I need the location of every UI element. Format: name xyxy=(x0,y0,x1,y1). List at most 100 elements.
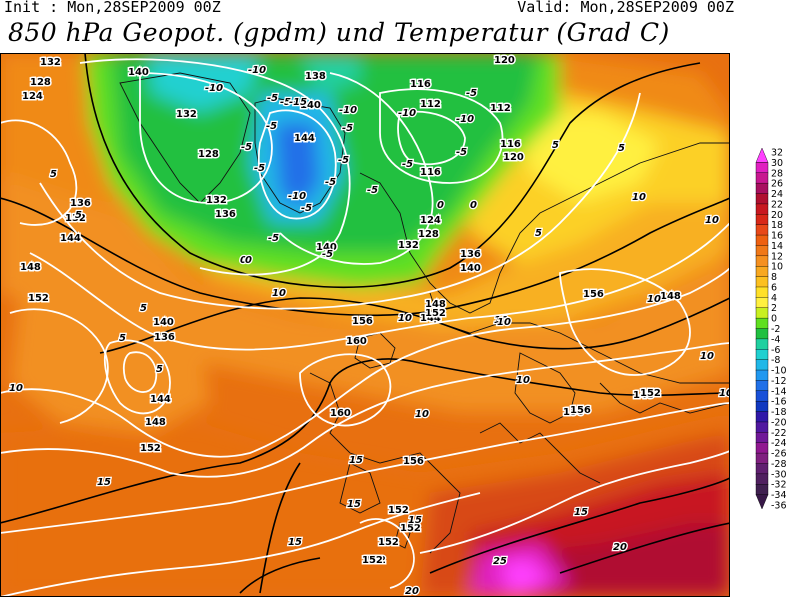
temperature-label: 5 xyxy=(156,364,163,375)
legend-tick-label: 14 xyxy=(771,241,783,252)
temperature-label: 10 xyxy=(700,351,714,362)
legend-swatch xyxy=(755,338,769,350)
geopotential-label: 144 xyxy=(150,394,171,405)
legend-swatch xyxy=(755,452,769,465)
legend-swatch xyxy=(755,349,769,361)
geopotential-label: 148 xyxy=(425,299,446,310)
legend-tick-label: 10 xyxy=(771,262,783,273)
legend-tick-label: -12 xyxy=(771,376,787,387)
legend-swatch xyxy=(755,432,769,444)
legend-tick-label: 28 xyxy=(771,168,783,179)
legend-tick-label: -4 xyxy=(771,334,780,345)
legend-swatch xyxy=(755,380,769,392)
temperature-label: 20 xyxy=(405,586,419,597)
temperature-label: 5 xyxy=(50,169,57,180)
geopotential-label: 132 xyxy=(206,195,227,206)
geopotential-label: 136 xyxy=(70,198,91,209)
temperature-label: -5 xyxy=(268,233,279,244)
temperature-label: -5 xyxy=(402,159,413,170)
legend-tick-label: 20 xyxy=(771,210,783,221)
legend-swatch xyxy=(755,266,769,278)
temperature-label: 10 xyxy=(647,294,661,305)
temperature-label: -5 xyxy=(266,121,277,132)
legend-swatch xyxy=(755,494,769,510)
temperature-label: 10 xyxy=(719,388,730,399)
legend-tick-label: 12 xyxy=(771,251,783,262)
legend-ticks: 32302826242220181614121086420-2-4-6-8-10… xyxy=(771,148,787,512)
geopotential-label: 136 xyxy=(215,209,236,220)
legend-swatch xyxy=(755,182,769,195)
legend-tick-label: -14 xyxy=(771,386,787,397)
temperature-label: 10 xyxy=(494,315,508,326)
geopotential-label: 144 xyxy=(60,233,81,244)
legend-swatch xyxy=(755,484,769,496)
geopotential-label: 140 xyxy=(300,100,321,111)
map-title: 850 hPa Geopot. (gpdm) und Temperatur (G… xyxy=(8,18,670,47)
temperature-label: -5 xyxy=(241,142,252,153)
legend-tick-label: -20 xyxy=(771,417,787,428)
legend-swatch xyxy=(755,245,769,257)
temperature-label: 5 xyxy=(535,228,542,239)
legend-swatch xyxy=(755,328,769,340)
temperature-label: 10 xyxy=(398,313,412,324)
temperature-label: 15 xyxy=(288,537,302,548)
temperature-label: 10 xyxy=(9,383,23,394)
geopotential-label: 128 xyxy=(418,229,439,240)
legend-tick-label: -36 xyxy=(771,501,787,512)
legend-tick-label: -10 xyxy=(771,366,787,377)
geopotential-label: 156 xyxy=(352,316,373,327)
legend-swatch xyxy=(755,214,769,226)
legend-swatch xyxy=(755,162,769,174)
temperature-label: -5 xyxy=(325,177,336,188)
temperature-label: -5 xyxy=(254,163,265,174)
init-time: Init : Mon,28SEP2009 00Z xyxy=(4,0,221,16)
geopotential-label: 152 xyxy=(362,555,383,566)
legend-swatch xyxy=(755,390,769,402)
temperature-label: 15 xyxy=(574,507,588,518)
legend-swatch xyxy=(755,369,769,382)
legend-tick-label: 32 xyxy=(771,148,783,159)
geopotential-label: 116 xyxy=(420,167,441,178)
temperature-label: -5 xyxy=(338,155,349,166)
legend-tick-label: -16 xyxy=(771,397,787,408)
legend-tick-label: 26 xyxy=(771,179,783,190)
geopotential-label: 116 xyxy=(500,139,521,150)
temperature-label: 15 xyxy=(408,515,422,526)
legend-tick-label: -28 xyxy=(771,459,787,470)
legend-tick-label: -8 xyxy=(771,355,780,366)
legend-swatch xyxy=(755,317,769,330)
temperature-label: 15 xyxy=(347,499,361,510)
geopotential-label: 128 xyxy=(198,149,219,160)
temperature-label: -10 xyxy=(205,83,223,94)
temperature-label: -5 xyxy=(267,93,278,104)
temperature-label: 25 xyxy=(493,556,507,567)
geopotential-label: 152 xyxy=(378,537,399,548)
legend-swatch xyxy=(755,400,769,413)
geopotential-label: 148 xyxy=(633,390,654,401)
geopotential-label: 152 xyxy=(140,443,161,454)
legend-swatch xyxy=(755,473,769,485)
temperature-labels: -10-10-5 -5-15-5-10-5-5-5-5-5-10-5-10-5-1… xyxy=(8,64,730,597)
legend-swatch xyxy=(755,411,769,423)
legend-swatch xyxy=(755,421,769,433)
geopotential-label: 136 xyxy=(460,249,481,260)
legend-swatch xyxy=(755,276,769,288)
temperature-label: 10 xyxy=(272,288,286,299)
geopotential-label: 112 xyxy=(420,99,441,110)
geopotential-label: 132 xyxy=(40,57,61,68)
legend-swatch xyxy=(755,297,769,309)
geopotential-label: 148 xyxy=(145,417,166,428)
temperature-label: -10 xyxy=(339,105,357,116)
temperature-label: 10 xyxy=(497,317,511,328)
geopotential-label: 144 xyxy=(420,313,441,324)
geopotential-label: 120 xyxy=(503,152,524,163)
temperature-field xyxy=(0,53,730,597)
legend-swatch xyxy=(755,463,769,475)
legend-swatch xyxy=(755,255,769,267)
geopotential-label: 156 xyxy=(563,407,584,418)
legend-swatch xyxy=(755,147,769,163)
geopotential-label: 156 xyxy=(403,456,424,467)
legend-tick-label: 2 xyxy=(771,303,777,314)
legend-swatch xyxy=(755,224,769,236)
temperature-label: 5 xyxy=(119,333,126,344)
